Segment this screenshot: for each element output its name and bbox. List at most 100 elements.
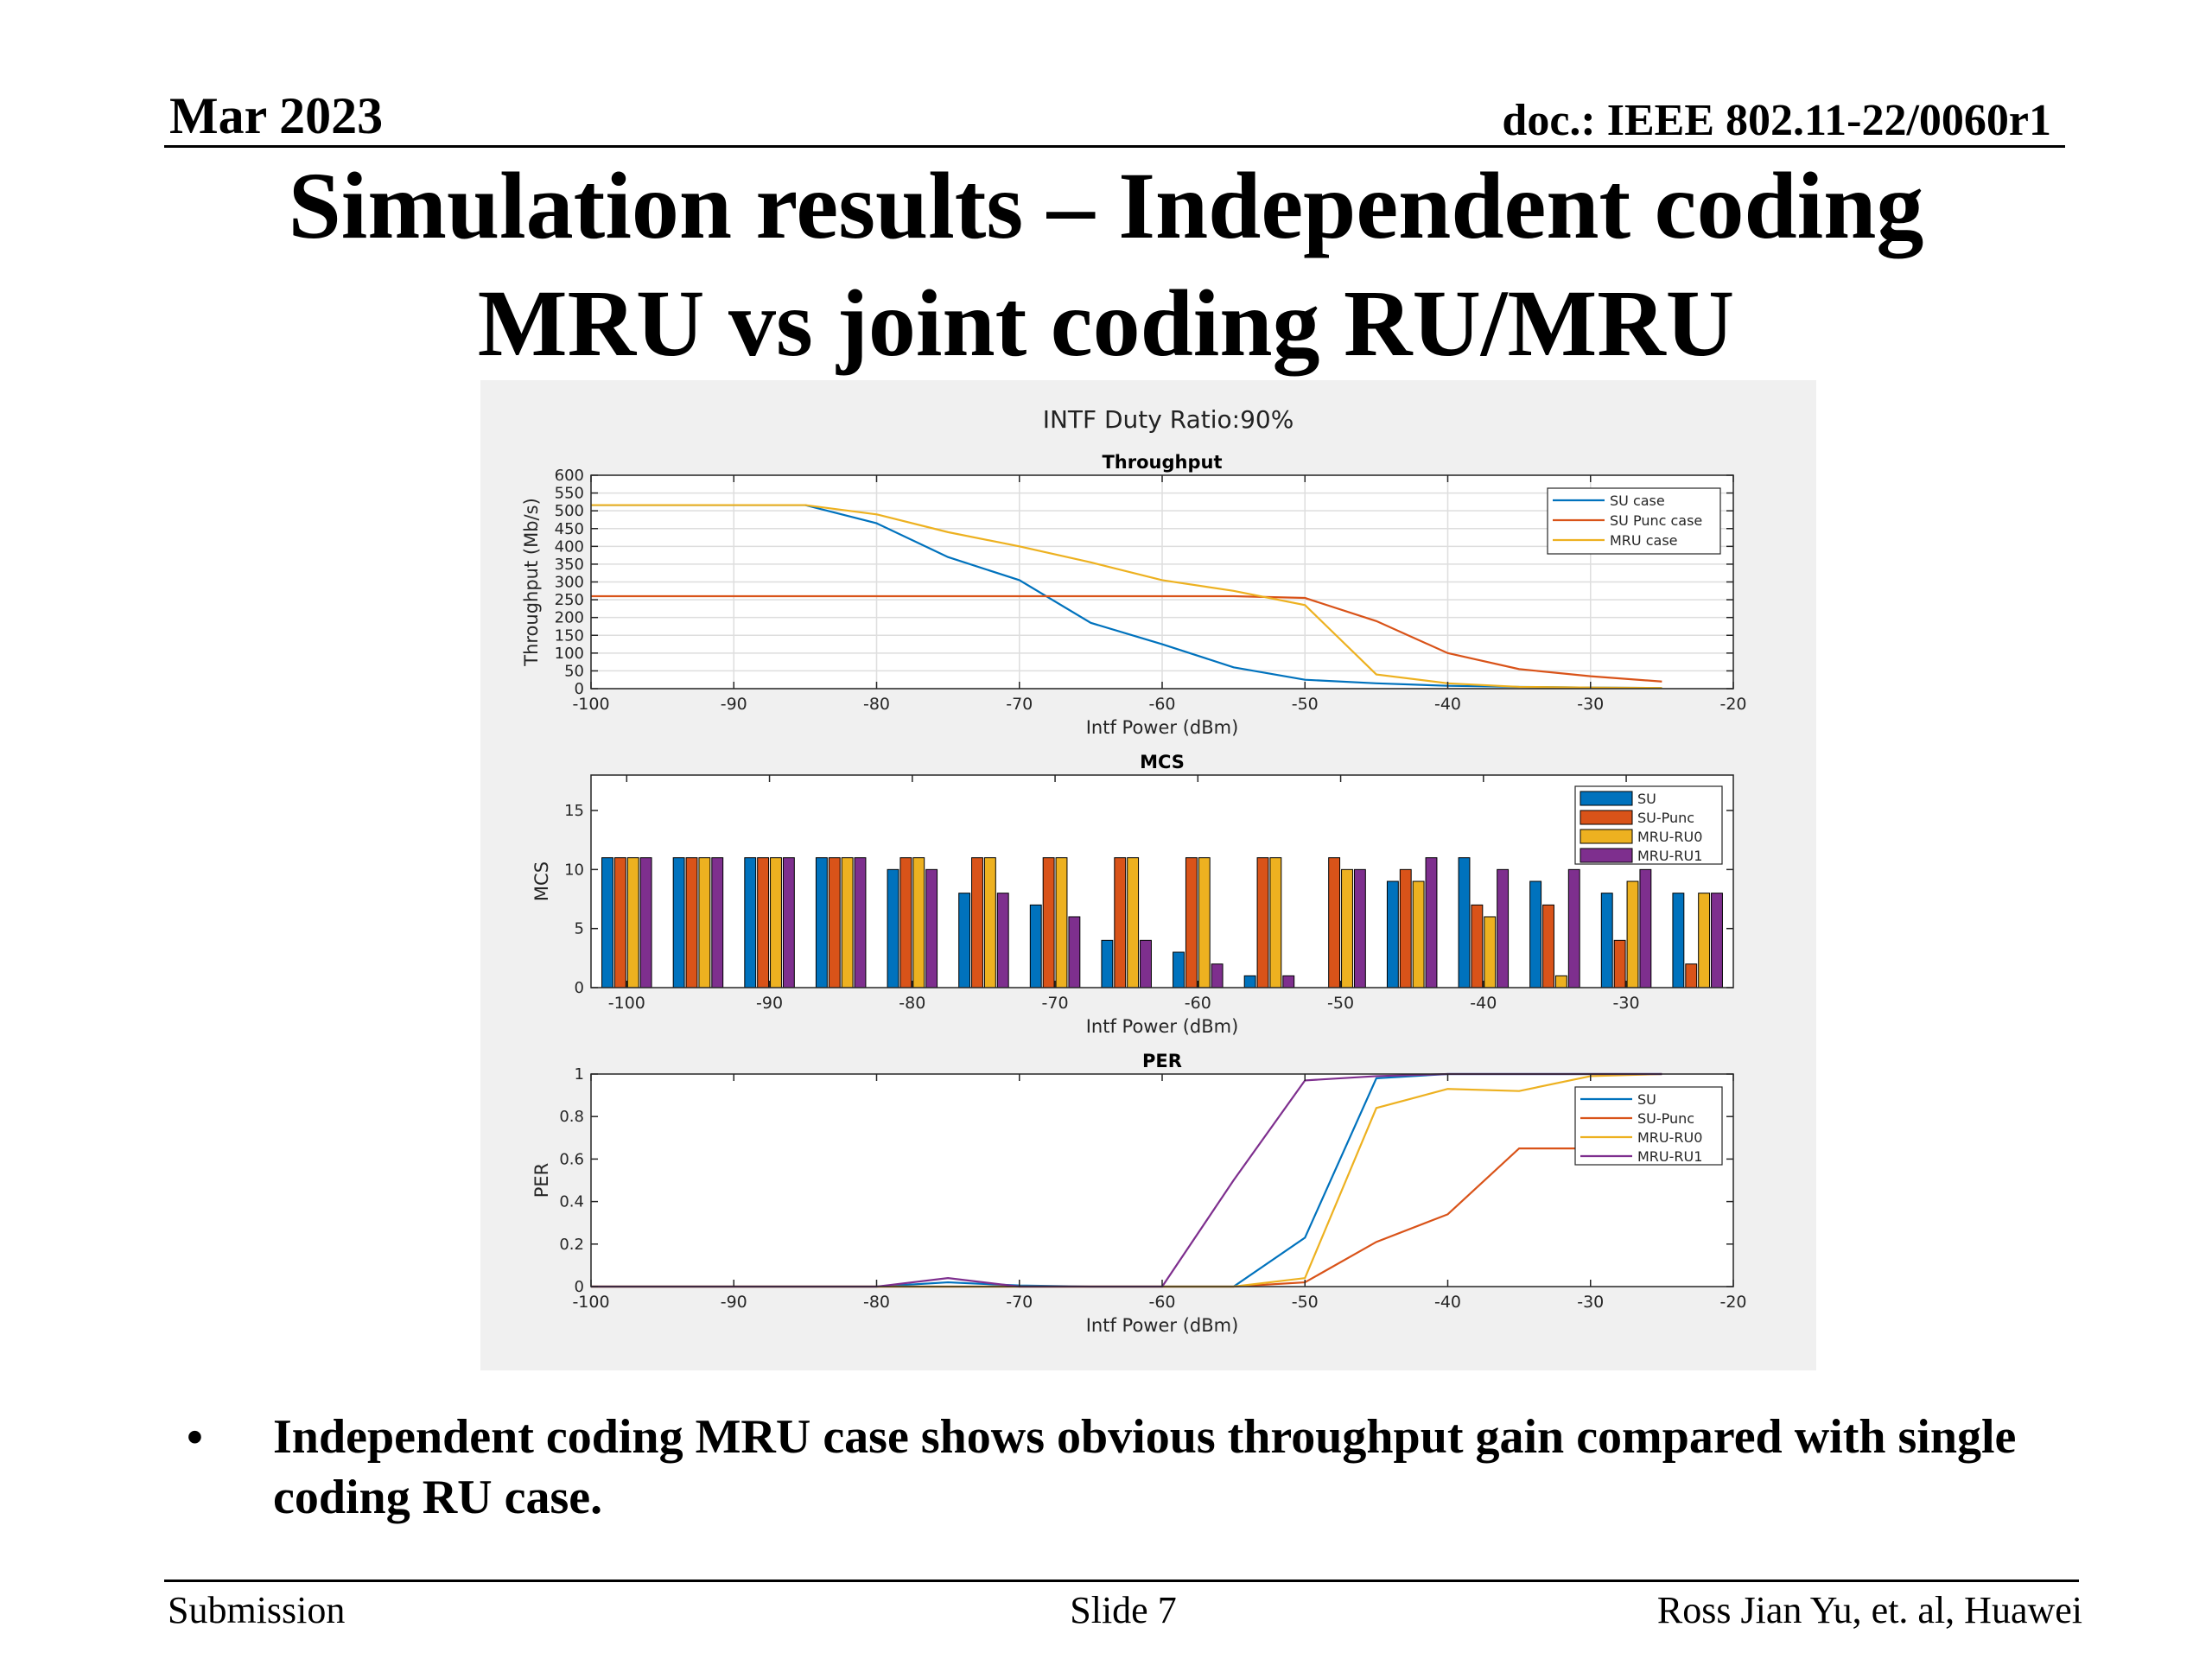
per-axes: -100 -90 -80 -70 -60 -50 -40 -30 -20 0 0.2 0.4 0.6 0.… [531,1051,1747,1336]
series-line-su-punc-case [591,594,1662,683]
y-tick-label: 0.6 [559,1150,584,1168]
x-tick-label: -80 [863,1293,890,1312]
legend-label: MRU-RU0 [1637,829,1702,845]
bar [782,857,795,988]
bar [1639,868,1652,988]
header-rule [164,145,2065,148]
bar [1114,857,1127,988]
x-axis-label: Intf Power (dBm) [1086,1315,1239,1336]
bar [711,857,724,988]
x-tick-label: -60 [1148,1293,1175,1312]
x-tick-label: -30 [1577,695,1604,714]
bar [983,857,996,988]
bar [1529,880,1542,988]
throughput-axes: -100 -90 -80 -70 -60 -50 -40 -30 -20 050100150200… [521,452,1747,738]
x-tick-label: -40 [1470,994,1497,1013]
bar [1282,975,1295,988]
bar [899,857,912,988]
legend-swatch [1580,848,1633,863]
bar [1685,963,1698,988]
footer-slide-number: Slide 7 [1070,1589,1177,1631]
bullet-marker: • [187,1411,203,1463]
bar [757,857,770,988]
x-tick-label: -70 [1042,994,1069,1013]
bar [1042,857,1055,988]
x-axis-label: Intf Power (dBm) [1086,1016,1239,1037]
x-tick-label: -40 [1434,695,1461,714]
bar [887,868,899,988]
y-tick-label: 400 [555,537,584,556]
legend-label: MRU case [1610,532,1678,549]
bar [685,857,698,988]
bar [1542,904,1554,988]
legend-swatch [1580,810,1633,825]
bar [1458,857,1471,988]
slide-title-line-1: Simulation results – Independent coding [288,153,1924,258]
bar [958,893,971,988]
bar [1497,868,1510,988]
x-tick-label: -50 [1327,994,1354,1013]
legend-label: SU [1637,791,1656,807]
slide-title: Simulation results – Independent coding … [0,147,2212,382]
y-tick-label: 600 [555,467,584,485]
x-tick-label: -70 [1006,695,1033,714]
bar [1198,857,1211,988]
bar [925,868,938,988]
legend-label: SU case [1610,493,1665,509]
bar [1412,880,1425,988]
bar [1328,857,1341,988]
y-tick-label: 0 [575,979,584,997]
y-axis-label: MCS [531,861,552,901]
x-tick-label: -60 [1185,994,1211,1013]
x-tick-label: -20 [1719,1293,1746,1312]
legend-label: SU-Punc [1637,1110,1694,1127]
y-tick-label: 550 [555,485,584,503]
y-axis-label: Throughput (Mb/s) [521,498,542,667]
y-tick-label: 0 [575,680,584,698]
plot-area [591,1074,1733,1287]
bar [1698,893,1711,988]
y-tick-label: 1 [575,1065,584,1084]
bar [1484,916,1497,988]
bar [1386,880,1399,988]
bar [1256,857,1269,988]
x-tick-label: -50 [1292,1293,1319,1312]
axes-title: PER [1142,1051,1182,1071]
x-tick-label: -90 [721,1293,747,1312]
bar [971,857,983,988]
bar [1243,975,1256,988]
bar [613,857,626,988]
x-tick-label: -100 [608,994,645,1013]
legend-label: SU [1637,1091,1656,1108]
y-tick-label: 0.2 [559,1236,584,1254]
slide-title-line-2: MRU vs joint coding RU/MRU [477,270,1735,376]
y-tick-label: 0.4 [559,1193,584,1211]
legend-label: SU-Punc [1637,810,1694,826]
y-tick-label: 200 [555,609,584,627]
bar [698,857,711,988]
bar [815,857,828,988]
y-tick-label: 500 [555,502,584,520]
bar [601,857,613,988]
legend-label: MRU-RU1 [1637,848,1702,864]
bar [1173,951,1185,988]
y-tick-label: 5 [575,920,584,938]
bar [912,857,925,988]
figure-panel: INTF Duty Ratio:90% -100 -90 -80 -70 -60 -50-… [480,380,1816,1370]
bar [626,857,639,988]
bar [1140,939,1152,988]
bar [639,857,652,988]
bar [1567,868,1580,988]
x-tick-label: -90 [756,994,783,1013]
x-tick-label: -40 [1434,1293,1461,1312]
figure-svg: INTF Duty Ratio:90% -100 -90 -80 -70 -60 -50-… [521,405,1747,1336]
y-tick-label: 300 [555,574,584,592]
footer-author: Ross Jian Yu, et. al, Huawei [1656,1589,2082,1631]
x-tick-label: -70 [1006,1293,1033,1312]
bar [1600,893,1613,988]
x-tick-label: -90 [721,695,747,714]
bar [1399,868,1412,988]
bar [841,857,854,988]
bar [1353,868,1366,988]
